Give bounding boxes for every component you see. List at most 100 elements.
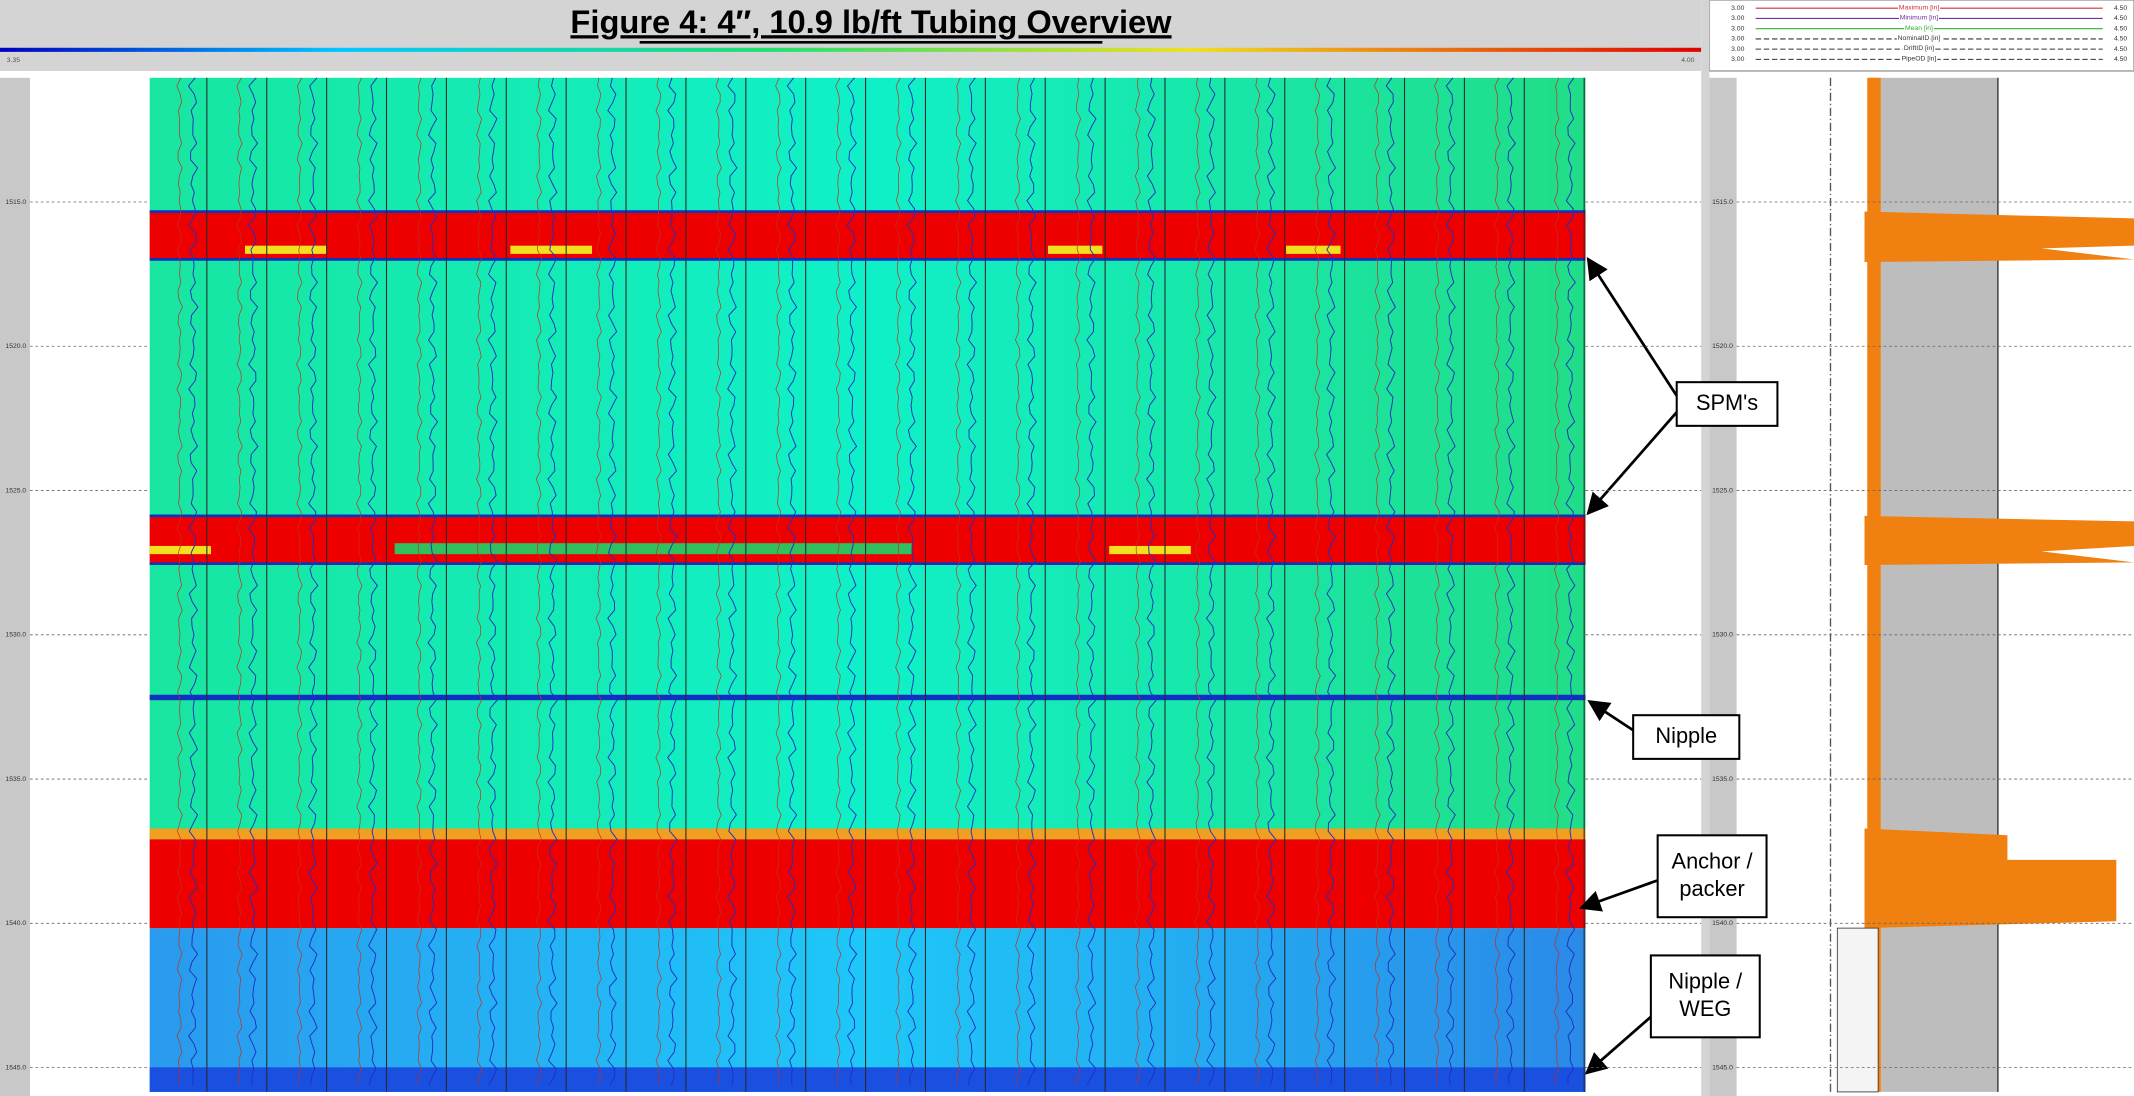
heat-patch [394, 543, 912, 555]
legend-name: PipeOD [in] [1902, 55, 1937, 62]
anchor-band [149, 839, 1586, 929]
trace [1254, 77, 1261, 1086]
heat-patch [510, 245, 593, 254]
arrow [1584, 1015, 1652, 1075]
annotation: Anchor / packer [1672, 848, 1754, 900]
trace [595, 77, 603, 1086]
trace [786, 77, 798, 1086]
legend-name: Minimum [in] [1900, 15, 1939, 22]
depth-label: 1520.0 [1712, 343, 1733, 350]
annotation-box [1649, 954, 1761, 1039]
legend-right: 4.50 [2114, 46, 2127, 53]
legend-left: 3.00 [1731, 15, 1744, 22]
depth-label: 1520.0 [5, 343, 26, 350]
heat-lower [149, 928, 1586, 1092]
trace [247, 77, 259, 1086]
header [0, 0, 1702, 71]
trace [487, 77, 499, 1086]
trace [895, 77, 902, 1086]
heat-body [149, 77, 1586, 929]
trace [1146, 77, 1157, 1086]
arrow [1586, 411, 1678, 516]
trace [1314, 77, 1321, 1086]
trace [655, 77, 662, 1086]
trace [1026, 77, 1037, 1086]
trace [547, 77, 558, 1086]
legend-name: NominalID [in] [1898, 35, 1941, 42]
nipple-band [149, 694, 1586, 701]
trace [1205, 77, 1217, 1086]
annotation: Nipple / WEG [1668, 968, 1743, 1020]
depth-label: 1545.0 [1712, 1064, 1733, 1071]
annotation-box [1632, 714, 1741, 760]
trace [1194, 77, 1201, 1086]
log-lower [1836, 927, 1879, 1093]
legend-right: 4.50 [2114, 56, 2127, 63]
separator [1701, 0, 1710, 1096]
anchor-top [149, 828, 1586, 840]
legend-right: 4.50 [2114, 15, 2127, 22]
depth-label: 1530.0 [5, 632, 26, 639]
depth-label: 1545.0 [5, 1064, 26, 1071]
trace [835, 77, 842, 1086]
trace [1074, 77, 1082, 1086]
arrow [1586, 257, 1678, 397]
heat-patch [244, 245, 327, 254]
trace [715, 77, 722, 1086]
trace [1374, 77, 1381, 1086]
legend-left: 3.00 [1731, 56, 1744, 63]
trace [415, 77, 423, 1086]
log-spm [1864, 211, 2134, 263]
trace [187, 77, 199, 1086]
legend-name: DriftID [in] [1904, 45, 1934, 52]
depth-label: 1515.0 [1712, 199, 1733, 206]
scale-min: 3.35 [7, 57, 20, 64]
trace [775, 77, 782, 1086]
depth-label: 1525.0 [1712, 487, 1733, 494]
depth-label: 1540.0 [1712, 920, 1733, 927]
log-anchor [1864, 828, 2117, 929]
spm-band [149, 211, 1586, 260]
legend-left: 3.00 [1731, 5, 1744, 12]
legend-left: 3.00 [1731, 46, 1744, 53]
trace [296, 77, 303, 1086]
legend-name: Maximum [in] [1899, 4, 1939, 11]
trace [475, 77, 483, 1086]
trace [1445, 77, 1457, 1086]
trace [1014, 77, 1022, 1086]
depth-ruler [0, 77, 30, 1096]
depth-label: 1525.0 [5, 487, 26, 494]
scale-max: 4.00 [1681, 57, 1694, 64]
trace [1086, 77, 1097, 1086]
arrow [1578, 879, 1659, 912]
trace [906, 77, 918, 1086]
trace [356, 77, 363, 1086]
legend-right: 4.50 [2114, 25, 2127, 32]
annotation: SPM's [1696, 390, 1758, 415]
trace [236, 77, 243, 1086]
trace [1385, 77, 1397, 1086]
annotations [1578, 257, 1678, 1075]
depth-label: 1530.0 [1712, 632, 1733, 639]
trace [1493, 77, 1501, 1086]
trace [846, 77, 858, 1086]
legend-left: 3.00 [1731, 36, 1744, 43]
heat-patch [149, 545, 211, 555]
heat-patch [1109, 545, 1191, 555]
depth-ruler-right [1709, 77, 1737, 1096]
trace [667, 77, 678, 1086]
trace [307, 77, 319, 1086]
annotation-box [1656, 834, 1768, 919]
heat-patch [1047, 245, 1103, 254]
log-spm [1864, 515, 2134, 566]
spm-band [149, 515, 1586, 564]
annotation-box [1675, 381, 1779, 427]
heat-weg [149, 1067, 1586, 1092]
depth-label: 1535.0 [1712, 776, 1733, 783]
trace [1265, 77, 1277, 1086]
trace [427, 77, 439, 1086]
trace [535, 77, 543, 1086]
trace [1434, 77, 1441, 1086]
